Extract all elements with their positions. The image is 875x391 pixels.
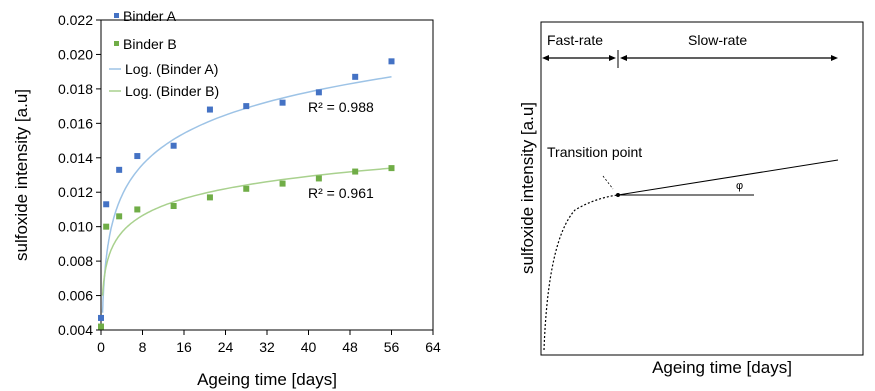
- x-tick-label: 16: [176, 339, 192, 355]
- slow-arrow-right-head: [831, 55, 838, 61]
- y-tick-label: 0.022: [58, 12, 93, 28]
- y-tick-label: 0.018: [58, 81, 93, 97]
- x-tick-label: 0: [97, 339, 105, 355]
- point-binder-b: [103, 223, 110, 230]
- point-binder-a: [315, 89, 322, 96]
- x-tick-label: 64: [425, 339, 441, 355]
- right-chart: Fast-rate Slow-rate Transition point φ A…: [518, 21, 864, 377]
- point-binder-b: [206, 194, 213, 201]
- x-tick-label: 40: [301, 339, 317, 355]
- left-points: [98, 58, 395, 330]
- fast-arrow-left-head: [542, 55, 549, 61]
- x-tick-label: 8: [139, 339, 147, 355]
- r2-label-binder-a: R² = 0.988: [308, 99, 374, 115]
- point-binder-b: [243, 185, 250, 192]
- left-y-ticks: 0.004 0.006 0.008 0.010 0.012 0.014 0.016 0.018…: [58, 12, 101, 338]
- y-tick-label: 0.004: [58, 322, 93, 338]
- point-binder-b: [352, 168, 359, 175]
- y-tick-label: 0.008: [58, 253, 93, 269]
- r2-label-binder-b: R² = 0.961: [308, 185, 374, 201]
- point-binder-b: [98, 323, 104, 330]
- point-binder-a: [206, 106, 213, 113]
- legend-label-log-b: Log. (Binder B): [125, 83, 219, 99]
- point-binder-b: [279, 180, 286, 187]
- point-binder-a: [103, 201, 110, 208]
- region-label-slow: Slow-rate: [688, 32, 747, 48]
- left-y-axis-label: sulfoxide intensity [a.u]: [12, 89, 31, 261]
- point-binder-b: [315, 175, 322, 182]
- slow-rate-line: [617, 159, 839, 196]
- left-x-axis-label: Ageing time [days]: [197, 370, 337, 389]
- left-trendlines: [101, 76, 392, 313]
- x-tick-label: 48: [342, 339, 358, 355]
- y-tick-label: 0.012: [58, 184, 93, 200]
- point-binder-a: [388, 58, 395, 65]
- point-binder-a: [279, 99, 286, 106]
- legend-marker-binder-a: [114, 13, 119, 18]
- left-chart: 0.004 0.006 0.008 0.010 0.012 0.014 0.016 0.018…: [12, 8, 441, 389]
- left-plot-frame: [100, 19, 434, 331]
- left-x-ticks: 0 8 16 24 32 40 48 56 64: [97, 330, 441, 355]
- fast-arrow-right-head: [609, 55, 616, 61]
- point-binder-a: [352, 73, 359, 80]
- y-tick-label: 0.016: [58, 115, 93, 131]
- point-binder-a: [98, 314, 104, 321]
- point-binder-b: [170, 203, 177, 209]
- transition-point-label: Transition point: [547, 144, 642, 160]
- y-tick-label: 0.020: [58, 46, 93, 62]
- region-label-fast: Fast-rate: [547, 32, 603, 48]
- point-binder-b: [388, 165, 395, 172]
- transition-point-marker: [616, 193, 620, 197]
- legend-label-log-a: Log. (Binder A): [125, 61, 218, 77]
- slow-arrow-left-head: [620, 55, 627, 61]
- point-binder-a: [170, 142, 177, 149]
- right-plot-frame: [540, 21, 864, 356]
- left-legend: Binder A Binder B Log. (Binder A) Log. (…: [109, 8, 219, 99]
- y-tick-label: 0.014: [58, 150, 93, 166]
- y-tick-label: 0.006: [58, 288, 93, 304]
- point-binder-a: [243, 103, 250, 110]
- x-tick-label: 56: [384, 339, 400, 355]
- legend-label-binder-b: Binder B: [123, 36, 177, 52]
- right-y-axis-label: sulfoxide intensity [a.u]: [518, 102, 537, 274]
- legend-marker-binder-b: [114, 41, 119, 46]
- transition-pointer: [602, 175, 614, 190]
- legend-label-binder-a: Binder A: [123, 8, 177, 24]
- point-binder-b: [134, 206, 141, 213]
- point-binder-a: [134, 153, 141, 160]
- trendline-binder-b: [101, 167, 392, 296]
- y-tick-label: 0.010: [58, 219, 93, 235]
- fast-rate-curve: [543, 194, 619, 351]
- x-tick-label: 24: [218, 339, 234, 355]
- x-tick-label: 32: [259, 339, 275, 355]
- point-binder-b: [116, 213, 123, 220]
- point-binder-a: [116, 166, 123, 173]
- angle-phi-label: φ: [736, 180, 743, 192]
- right-x-axis-label: Ageing time [days]: [652, 358, 792, 377]
